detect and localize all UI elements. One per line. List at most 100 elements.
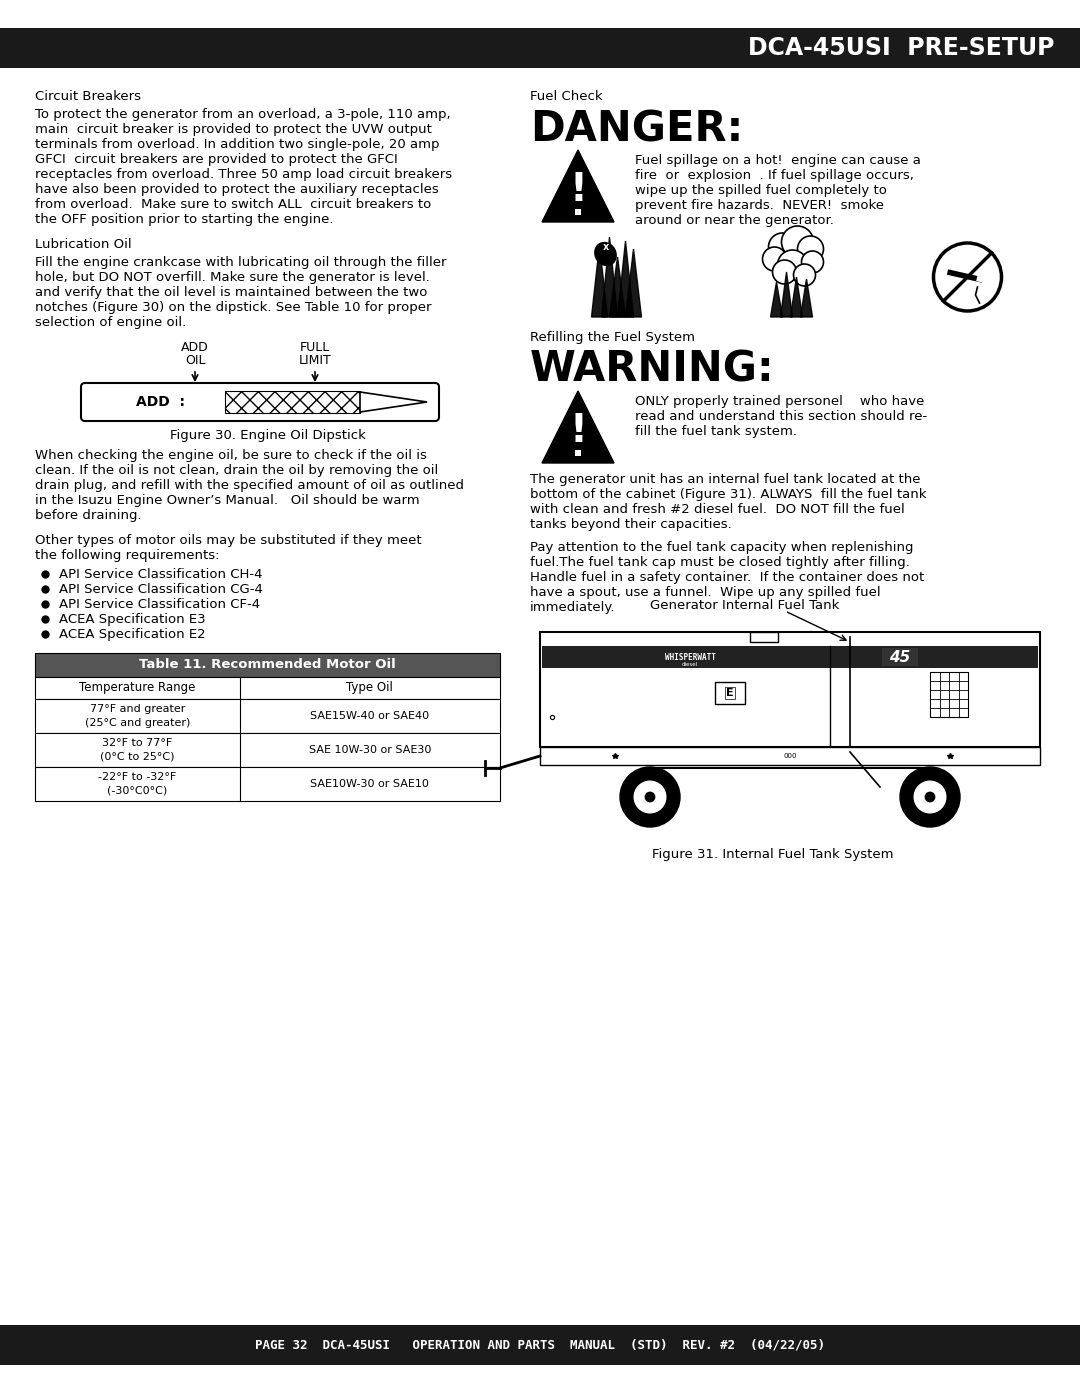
Bar bbox=[35, 733, 500, 767]
Text: Type Oil: Type Oil bbox=[347, 682, 393, 694]
Text: ADD: ADD bbox=[181, 341, 208, 353]
Bar bbox=[0, 1324, 1080, 1365]
Polygon shape bbox=[360, 393, 427, 412]
Text: LIMIT: LIMIT bbox=[299, 353, 332, 367]
Text: prevent fire hazards.  NEVER!  smoke: prevent fire hazards. NEVER! smoke bbox=[635, 198, 885, 212]
Text: FULL: FULL bbox=[300, 341, 330, 353]
Text: WHISPERWATT: WHISPERWATT bbox=[664, 652, 715, 662]
Text: read and understand this section should re-: read and understand this section should … bbox=[635, 409, 928, 423]
Text: the OFF position prior to starting the engine.: the OFF position prior to starting the e… bbox=[35, 212, 334, 226]
Text: from overload.  Make sure to switch ALL  circuit breakers to: from overload. Make sure to switch ALL c… bbox=[35, 198, 431, 211]
Text: before draining.: before draining. bbox=[35, 509, 141, 522]
Text: bottom of the cabinet (Figure 31). ALWAYS  fill the fuel tank: bottom of the cabinet (Figure 31). ALWAY… bbox=[530, 488, 927, 502]
Text: 32°F to 77°F
(0°C to 25°C): 32°F to 77°F (0°C to 25°C) bbox=[100, 739, 175, 761]
Polygon shape bbox=[602, 237, 618, 317]
Text: Other types of motor oils may be substituted if they meet: Other types of motor oils may be substit… bbox=[35, 534, 421, 548]
Text: !: ! bbox=[569, 412, 586, 450]
Text: drain plug, and refill with the specified amount of oil as outlined: drain plug, and refill with the specifie… bbox=[35, 479, 464, 492]
Circle shape bbox=[900, 767, 960, 827]
Circle shape bbox=[620, 767, 680, 827]
Circle shape bbox=[778, 250, 808, 279]
Bar bbox=[715, 682, 745, 704]
Text: Fuel Check: Fuel Check bbox=[530, 89, 603, 103]
Circle shape bbox=[634, 781, 666, 813]
Text: have also been provided to protect the auxiliary receptacles: have also been provided to protect the a… bbox=[35, 183, 438, 196]
Text: immediately.: immediately. bbox=[530, 601, 616, 615]
Text: DANGER:: DANGER: bbox=[530, 108, 743, 149]
Text: To protect the generator from an overload, a 3-pole, 110 amp,: To protect the generator from an overloa… bbox=[35, 108, 450, 122]
Polygon shape bbox=[770, 282, 783, 317]
Bar bbox=[930, 672, 968, 717]
Text: tanks beyond their capacities.: tanks beyond their capacities. bbox=[530, 518, 732, 531]
Circle shape bbox=[933, 243, 1001, 312]
Bar bbox=[35, 698, 500, 733]
Bar bbox=[575, 450, 581, 455]
Text: the following requirements:: the following requirements: bbox=[35, 549, 219, 562]
Text: GFCI  circuit breakers are provided to protect the GFCI: GFCI circuit breakers are provided to pr… bbox=[35, 154, 397, 166]
Text: fuel.The fuel tank cap must be closed tightly after filling.: fuel.The fuel tank cap must be closed ti… bbox=[530, 556, 909, 569]
Bar bbox=[35, 652, 500, 678]
Circle shape bbox=[645, 792, 656, 802]
Text: Pay attention to the fuel tank capacity when replenishing: Pay attention to the fuel tank capacity … bbox=[530, 541, 914, 555]
Text: PAGE 32  DCA-45USI   OPERATION AND PARTS  MANUAL  (STD)  REV. #2  (04/22/05): PAGE 32 DCA-45USI OPERATION AND PARTS MA… bbox=[255, 1338, 825, 1351]
Circle shape bbox=[914, 781, 946, 813]
Text: with clean and fresh #2 diesel fuel.  DO NOT fill the fuel: with clean and fresh #2 diesel fuel. DO … bbox=[530, 503, 905, 515]
Polygon shape bbox=[781, 272, 793, 317]
Text: in the Isuzu Engine Owner’s Manual.   Oil should be warm: in the Isuzu Engine Owner’s Manual. Oil … bbox=[35, 495, 420, 507]
Text: SAE15W-40 or SAE40: SAE15W-40 or SAE40 bbox=[310, 711, 430, 721]
Text: have a spout, use a funnel.  Wipe up any spilled fuel: have a spout, use a funnel. Wipe up any … bbox=[530, 585, 880, 599]
Bar bbox=[750, 631, 778, 643]
Bar bbox=[542, 645, 1038, 668]
Text: The generator unit has an internal fuel tank located at the: The generator unit has an internal fuel … bbox=[530, 474, 920, 486]
Text: ACEA Specification E3: ACEA Specification E3 bbox=[59, 613, 205, 626]
Circle shape bbox=[782, 226, 813, 258]
Circle shape bbox=[772, 260, 797, 284]
Text: API Service Classification CH-4: API Service Classification CH-4 bbox=[59, 569, 262, 581]
Text: fire  or  explosion  . If fuel spillage occurs,: fire or explosion . If fuel spillage occ… bbox=[635, 169, 914, 182]
Bar bbox=[540, 631, 1040, 747]
Text: ADD  :: ADD : bbox=[135, 395, 185, 409]
Bar bbox=[882, 648, 918, 666]
Bar bbox=[35, 678, 500, 698]
Text: Handle fuel in a safety container.  If the container does not: Handle fuel in a safety container. If th… bbox=[530, 571, 924, 584]
Text: notches (Figure 30) on the dipstick. See Table 10 for proper: notches (Figure 30) on the dipstick. See… bbox=[35, 300, 432, 314]
Text: -22°F to -32°F
(-30°C0°C): -22°F to -32°F (-30°C0°C) bbox=[98, 773, 176, 796]
Text: Lubrication Oil: Lubrication Oil bbox=[35, 237, 132, 251]
Text: diesel: diesel bbox=[681, 662, 698, 666]
Text: main  circuit breaker is provided to protect the UVW output: main circuit breaker is provided to prot… bbox=[35, 123, 432, 136]
Text: and verify that the oil level is maintained between the two: and verify that the oil level is maintai… bbox=[35, 286, 428, 299]
Polygon shape bbox=[542, 149, 615, 222]
Text: terminals from overload. In addition two single-pole, 20 amp: terminals from overload. In addition two… bbox=[35, 138, 440, 151]
Bar bbox=[575, 210, 581, 215]
Text: DCA-45USI  PRE-SETUP: DCA-45USI PRE-SETUP bbox=[748, 36, 1055, 60]
Text: SAE 10W-30 or SAE30: SAE 10W-30 or SAE30 bbox=[309, 745, 431, 754]
Ellipse shape bbox=[594, 242, 617, 267]
Text: Figure 30. Engine Oil Dipstick: Figure 30. Engine Oil Dipstick bbox=[170, 429, 365, 441]
Text: hole, but DO NOT overfill. Make sure the generator is level.: hole, but DO NOT overfill. Make sure the… bbox=[35, 271, 430, 284]
Text: receptacles from overload. Three 50 amp load circuit breakers: receptacles from overload. Three 50 amp … bbox=[35, 168, 453, 182]
Text: 77°F and greater
(25°C and greater): 77°F and greater (25°C and greater) bbox=[84, 704, 190, 728]
Text: API Service Classification CG-4: API Service Classification CG-4 bbox=[59, 583, 262, 597]
Text: !: ! bbox=[569, 170, 586, 208]
Text: Generator Internal Fuel Tank: Generator Internal Fuel Tank bbox=[650, 599, 839, 612]
Circle shape bbox=[794, 264, 815, 286]
Text: clean. If the oil is not clean, drain the oil by removing the oil: clean. If the oil is not clean, drain th… bbox=[35, 464, 438, 476]
Text: SAE10W-30 or SAE10: SAE10W-30 or SAE10 bbox=[310, 780, 429, 789]
Polygon shape bbox=[791, 277, 802, 317]
Text: ACEA Specification E2: ACEA Specification E2 bbox=[59, 629, 205, 641]
Circle shape bbox=[797, 236, 824, 263]
Polygon shape bbox=[618, 242, 634, 317]
Text: wipe up the spilled fuel completely to: wipe up the spilled fuel completely to bbox=[635, 184, 887, 197]
Text: ONLY properly trained personel    who have: ONLY properly trained personel who have bbox=[635, 395, 924, 408]
Polygon shape bbox=[625, 249, 642, 317]
Text: WARNING:: WARNING: bbox=[530, 349, 774, 391]
Polygon shape bbox=[800, 279, 812, 317]
Polygon shape bbox=[542, 391, 615, 462]
FancyBboxPatch shape bbox=[81, 383, 438, 420]
Bar bbox=[35, 767, 500, 800]
Text: Refilling the Fuel System: Refilling the Fuel System bbox=[530, 331, 696, 344]
Bar bbox=[0, 28, 1080, 68]
Text: x: x bbox=[603, 242, 609, 251]
Circle shape bbox=[762, 247, 786, 271]
Polygon shape bbox=[592, 244, 607, 317]
